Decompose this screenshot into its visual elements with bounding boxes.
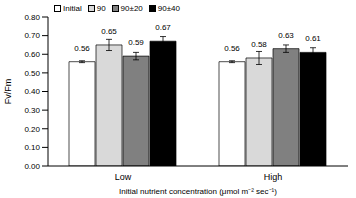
svg-text:0.30: 0.30	[24, 106, 40, 115]
svg-text:0.67: 0.67	[155, 23, 171, 32]
html-text:90±40: 90±40	[157, 4, 180, 13]
svg-text:0.56: 0.56	[224, 44, 240, 53]
svg-text:0.80: 0.80	[24, 13, 40, 22]
svg-text:0.63: 0.63	[278, 31, 294, 40]
svg-text:0.61: 0.61	[305, 34, 321, 43]
svg-text:0.70: 0.70	[24, 31, 40, 40]
svg-text:Fv/Fm: Fv/Fm	[8, 79, 13, 105]
svg-text:0.65: 0.65	[101, 27, 117, 36]
svg-text:0.58: 0.58	[251, 40, 267, 49]
svg-text:0.56: 0.56	[74, 44, 90, 53]
svg-text:0.50: 0.50	[24, 69, 40, 78]
svg-text:Initial nutrient concentration: Initial nutrient concentration (μmol m⁻²…	[119, 187, 277, 196]
svg-text:Low: Low	[115, 172, 132, 182]
svg-text:0.00: 0.00	[24, 162, 40, 171]
svg-text:0.20: 0.20	[24, 125, 40, 134]
svg-text:0.10: 0.10	[24, 143, 40, 152]
html-text:90: 90	[96, 4, 106, 13]
html-text:90±20: 90±20	[120, 4, 143, 13]
svg-text:High: High	[264, 172, 283, 182]
svg-text:0.59: 0.59	[128, 38, 144, 47]
svg-text:0.60: 0.60	[24, 50, 40, 59]
html-text:Initial: Initial	[63, 4, 82, 13]
svg-text:0.40: 0.40	[24, 87, 40, 96]
